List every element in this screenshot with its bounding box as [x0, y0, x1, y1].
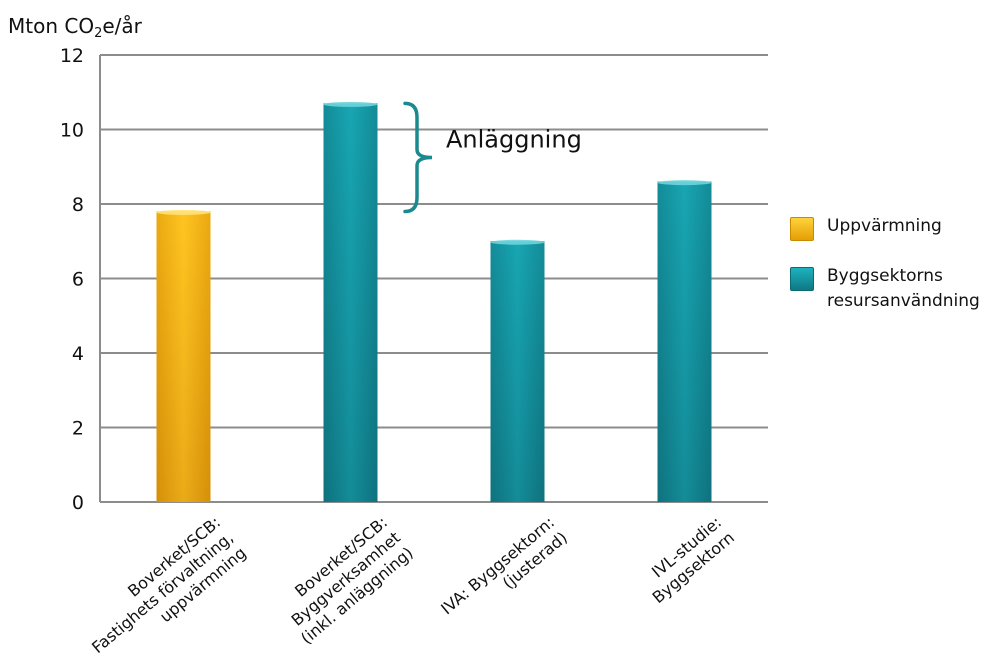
legend-swatch-byggsektorn	[790, 267, 814, 291]
gridlines	[99, 54, 768, 503]
bar-top	[490, 239, 545, 245]
y-tick-label: 0	[72, 492, 84, 514]
legend-label-byggsektorn: Byggsektorns resursanvändning	[827, 266, 980, 311]
annotation: Anläggning	[403, 101, 582, 214]
bar	[156, 209, 211, 502]
y-axis-title-suffix: e/år	[102, 14, 142, 38]
bar	[323, 101, 378, 503]
category-label: Boverket/SCB:Byggverksamhet(inkl. anlägg…	[271, 513, 416, 648]
category-label: IVA: Byggsektorn:(justerad)	[437, 513, 571, 634]
bar	[657, 180, 712, 502]
y-tick-label: 10	[60, 120, 84, 142]
y-tick-label: 12	[60, 45, 84, 67]
bar-top	[657, 180, 712, 186]
category-label: IVL-studie:Byggsektorn	[636, 513, 738, 608]
y-axis-title-subscript: 2	[94, 26, 103, 41]
y-tick-label: 8	[72, 194, 84, 216]
bar-shade	[490, 241, 545, 502]
bar-shade	[657, 181, 712, 502]
brace-annotation	[403, 101, 433, 214]
legend-item-byggsektorn: Byggsektorns resursanvändning	[790, 260, 990, 311]
y-tick-label: 6	[72, 269, 84, 291]
category-label-line: Fastighets förvaltning,	[88, 528, 237, 657]
bar-top	[156, 209, 211, 215]
legend: Uppvärmning Byggsektorns resursanvändnin…	[790, 210, 990, 311]
bar-shade	[156, 211, 211, 502]
legend-swatch-uppvarmning	[790, 217, 814, 241]
bars	[156, 101, 712, 503]
y-axis-title: Mton CO2e/år	[8, 14, 142, 41]
annotation-label: Anläggning	[446, 125, 582, 153]
legend-item-uppvarmning: Uppvärmning	[790, 210, 990, 241]
bar-top	[323, 101, 378, 107]
legend-label-uppvarmning: Uppvärmning	[827, 216, 942, 236]
y-tick-label: 2	[72, 418, 84, 440]
y-tick-label: 4	[72, 343, 84, 365]
y-tick-labels: 0 2 4 6 8 10 12	[60, 45, 84, 514]
bar-shade	[323, 103, 378, 503]
category-labels: Boverket/SCB:Fastighets förvaltning,uppv…	[75, 513, 738, 671]
category-label: Boverket/SCB:Fastighets förvaltning,uppv…	[75, 513, 250, 671]
y-axis-title-prefix: Mton CO	[8, 14, 95, 38]
bar	[490, 239, 545, 502]
